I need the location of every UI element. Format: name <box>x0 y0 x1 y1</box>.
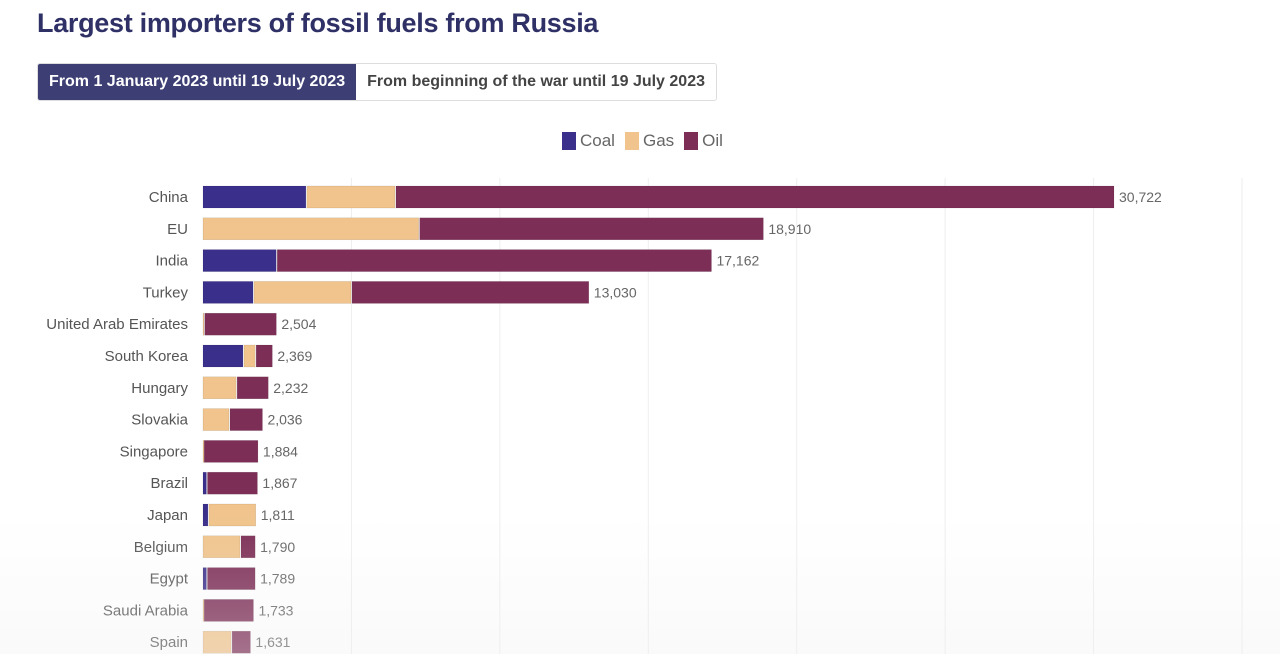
category-label: Japan <box>147 507 188 524</box>
bar-gas[interactable] <box>243 344 256 368</box>
legend-coal[interactable]: Coal <box>562 131 615 151</box>
category-label: Singapore <box>120 443 188 460</box>
total-label: 1,884 <box>263 443 298 459</box>
period-toggle: From 1 January 2023 until 19 July 2023 F… <box>37 63 717 101</box>
gas-swatch <box>624 132 639 150</box>
category-label: Belgium <box>134 539 188 556</box>
total-label: 18,910 <box>768 221 811 237</box>
category-label: Turkey <box>143 284 189 301</box>
bar-coal[interactable] <box>202 471 207 495</box>
category-label: Slovakia <box>131 412 188 429</box>
bar-gas[interactable] <box>202 630 232 654</box>
total-label: 17,162 <box>716 253 759 269</box>
bar-coal[interactable] <box>202 185 307 209</box>
total-label: 2,232 <box>273 380 308 396</box>
chart-title: Largest importers of fossil fuels from R… <box>37 8 599 38</box>
bar-oil[interactable] <box>240 535 256 559</box>
total-label: 1,867 <box>262 475 297 491</box>
category-label: United Arab Emirates <box>46 316 188 333</box>
total-label: 1,790 <box>260 539 295 555</box>
bar-gas[interactable] <box>202 312 205 336</box>
total-label: 30,722 <box>1119 189 1162 205</box>
total-label: 1,811 <box>261 507 295 523</box>
total-label: 2,369 <box>277 348 312 364</box>
category-label: Egypt <box>150 571 189 588</box>
period-2023-button[interactable]: From 1 January 2023 until 19 July 2023 <box>38 64 357 100</box>
oil-swatch <box>684 132 699 150</box>
bar-gas[interactable] <box>208 503 257 527</box>
bar-oil[interactable] <box>229 408 263 431</box>
bar-oil[interactable] <box>204 312 277 336</box>
category-label: Brazil <box>150 475 188 492</box>
bar-gas[interactable] <box>202 535 241 559</box>
total-label: 1,631 <box>255 634 290 650</box>
bar-oil[interactable] <box>419 217 764 241</box>
bar-oil[interactable] <box>207 567 256 590</box>
bar-coal[interactable] <box>202 344 244 368</box>
bar-gas[interactable] <box>202 217 419 241</box>
bar-coal[interactable] <box>202 281 254 304</box>
bar-coal[interactable] <box>202 503 209 527</box>
bar-oil[interactable] <box>395 185 1115 209</box>
bar-coal[interactable] <box>202 567 207 590</box>
category-label: India <box>155 253 188 270</box>
category-label: China <box>149 189 189 206</box>
bar-gas[interactable] <box>202 599 205 622</box>
total-label: 1,789 <box>260 571 295 587</box>
bar-oil[interactable] <box>276 249 712 272</box>
category-label: EU <box>167 221 188 238</box>
bar-oil[interactable] <box>203 599 254 622</box>
bar-oil[interactable] <box>351 281 590 304</box>
category-label: South Korea <box>105 348 189 365</box>
category-label: Saudi Arabia <box>103 602 189 619</box>
bar-oil[interactable] <box>255 344 273 368</box>
bar-oil[interactable] <box>203 440 259 463</box>
total-label: 2,504 <box>281 316 316 332</box>
total-label: 2,036 <box>267 412 302 428</box>
total-label: 1,733 <box>258 602 293 618</box>
legend-label: Coal <box>580 131 615 150</box>
bar-gas[interactable] <box>306 185 396 209</box>
bar-gas[interactable] <box>202 440 205 463</box>
category-label: Spain <box>150 634 188 651</box>
total-label: 13,030 <box>594 284 637 300</box>
legend: Coal Gas Oil <box>562 131 727 151</box>
coal-swatch <box>562 132 576 150</box>
legend-gas[interactable]: Gas <box>624 131 675 151</box>
bar-coal[interactable] <box>202 249 277 272</box>
bar-oil[interactable] <box>236 376 269 400</box>
legend-oil[interactable]: Oil <box>684 131 723 151</box>
bar-gas[interactable] <box>253 281 352 304</box>
category-label: Hungary <box>131 380 188 397</box>
bar-oil[interactable] <box>207 471 258 495</box>
bar-gas[interactable] <box>202 408 230 431</box>
period-since-war-button[interactable]: From beginning of the war until 19 July … <box>356 64 716 100</box>
bar-oil[interactable] <box>231 630 251 654</box>
bar-gas[interactable] <box>202 376 237 400</box>
legend-label: Gas <box>642 131 675 150</box>
legend-label: Oil <box>702 131 723 150</box>
